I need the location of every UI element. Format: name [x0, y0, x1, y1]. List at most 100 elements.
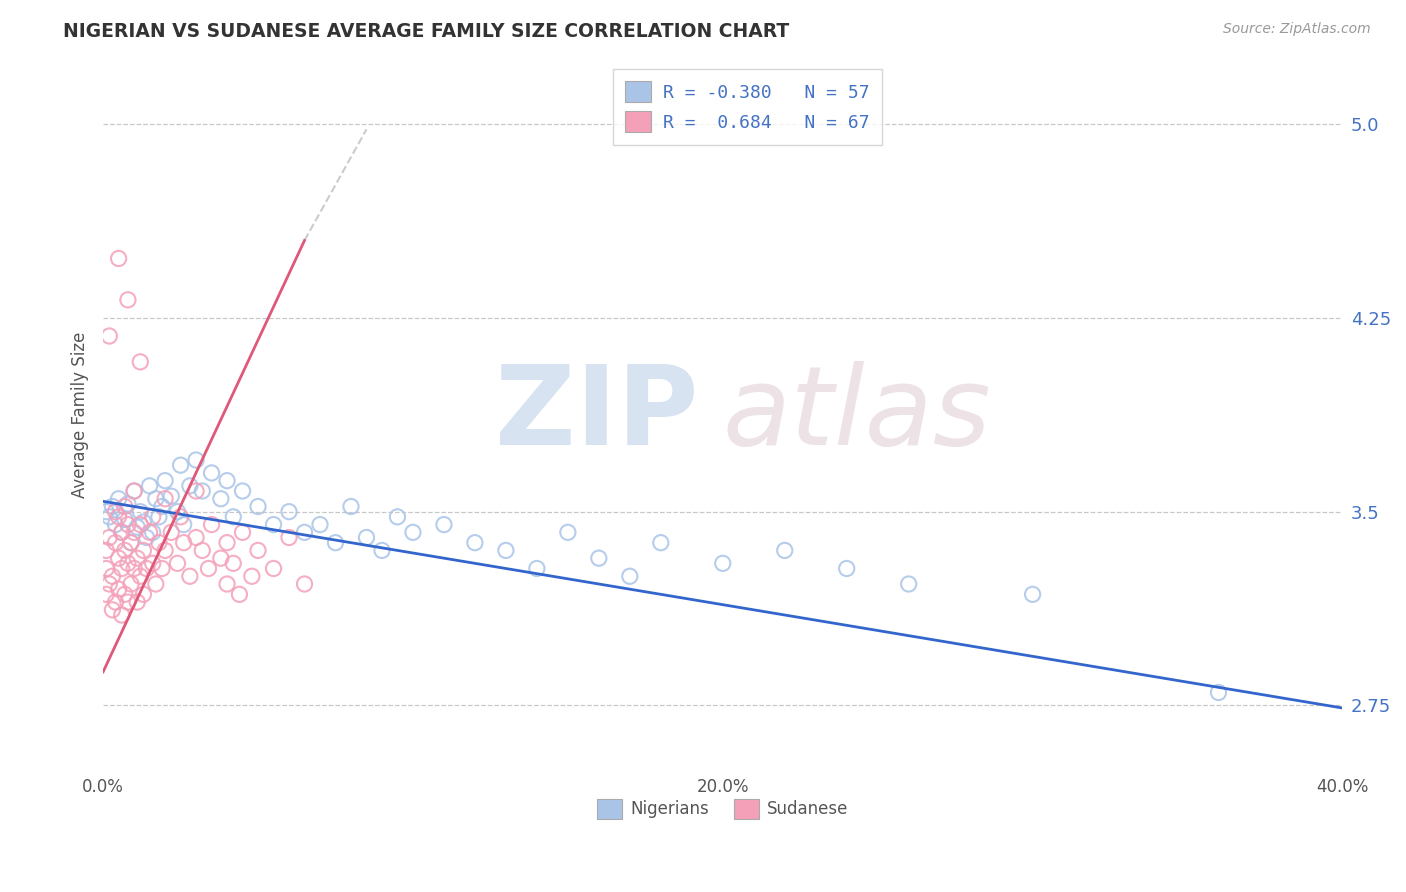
Point — [215, 474, 238, 488]
Point — [200, 466, 222, 480]
Point — [120, 577, 142, 591]
Point — [114, 543, 136, 558]
Point — [122, 561, 145, 575]
Point — [117, 557, 139, 571]
Point — [101, 603, 124, 617]
Point — [153, 491, 176, 506]
Point — [160, 525, 183, 540]
Point — [294, 525, 316, 540]
Point — [104, 517, 127, 532]
Point — [107, 509, 129, 524]
Point — [356, 531, 378, 545]
Point — [117, 293, 139, 307]
Point — [142, 525, 165, 540]
Point — [107, 252, 129, 266]
Point — [153, 474, 176, 488]
Point — [98, 329, 121, 343]
Point — [148, 535, 170, 549]
Point — [117, 595, 139, 609]
Point — [129, 355, 152, 369]
Point — [184, 453, 207, 467]
Point — [98, 509, 121, 524]
Text: Source: ZipAtlas.com: Source: ZipAtlas.com — [1223, 22, 1371, 37]
Point — [588, 551, 610, 566]
Point — [142, 557, 165, 571]
Point — [120, 535, 142, 549]
Point — [104, 535, 127, 549]
Point — [179, 569, 201, 583]
Point — [132, 515, 155, 529]
Point — [153, 543, 176, 558]
Point — [122, 483, 145, 498]
Point — [222, 557, 245, 571]
Point — [111, 607, 134, 622]
Point — [325, 535, 347, 549]
Point — [294, 577, 316, 591]
Point — [107, 582, 129, 597]
Point — [1208, 685, 1230, 699]
Point — [127, 551, 149, 566]
Point — [495, 543, 517, 558]
Point — [650, 535, 672, 549]
Point — [122, 525, 145, 540]
Point — [247, 500, 270, 514]
Point — [1021, 587, 1043, 601]
Point — [263, 517, 285, 532]
Point — [711, 557, 734, 571]
Point — [117, 517, 139, 532]
Point — [96, 505, 118, 519]
Point — [101, 500, 124, 514]
Point — [142, 509, 165, 524]
Point — [464, 535, 486, 549]
Point — [169, 509, 191, 524]
Point — [200, 517, 222, 532]
Point — [402, 525, 425, 540]
Point — [773, 543, 796, 558]
Point — [145, 491, 167, 506]
Point — [129, 517, 152, 532]
Y-axis label: Average Family Size: Average Family Size — [72, 332, 89, 498]
Point — [215, 535, 238, 549]
Point — [135, 561, 157, 575]
Point — [107, 491, 129, 506]
Legend: Nigerians, Sudanese: Nigerians, Sudanese — [591, 792, 855, 826]
Point — [166, 505, 188, 519]
Point — [197, 561, 219, 575]
Point — [215, 577, 238, 591]
Point — [114, 500, 136, 514]
Point — [114, 512, 136, 526]
Point — [101, 569, 124, 583]
Point — [278, 505, 301, 519]
Point — [114, 587, 136, 601]
Point — [120, 535, 142, 549]
Point — [222, 509, 245, 524]
Point — [107, 551, 129, 566]
Point — [122, 483, 145, 498]
Point — [278, 531, 301, 545]
Point — [371, 543, 394, 558]
Point — [127, 520, 149, 534]
Point — [247, 543, 270, 558]
Point — [526, 561, 548, 575]
Point — [387, 509, 409, 524]
Point — [166, 557, 188, 571]
Text: NIGERIAN VS SUDANESE AVERAGE FAMILY SIZE CORRELATION CHART: NIGERIAN VS SUDANESE AVERAGE FAMILY SIZE… — [63, 22, 790, 41]
Point — [104, 595, 127, 609]
Point — [191, 483, 214, 498]
Point — [111, 525, 134, 540]
Point — [135, 531, 157, 545]
Point — [129, 569, 152, 583]
Point — [96, 561, 118, 575]
Point — [209, 491, 232, 506]
Point — [184, 483, 207, 498]
Point — [145, 577, 167, 591]
Point — [209, 551, 232, 566]
Point — [96, 587, 118, 601]
Text: atlas: atlas — [723, 361, 991, 468]
Point — [173, 535, 195, 549]
Point — [132, 543, 155, 558]
Point — [111, 525, 134, 540]
Point — [150, 500, 173, 514]
Point — [104, 505, 127, 519]
Point — [835, 561, 858, 575]
